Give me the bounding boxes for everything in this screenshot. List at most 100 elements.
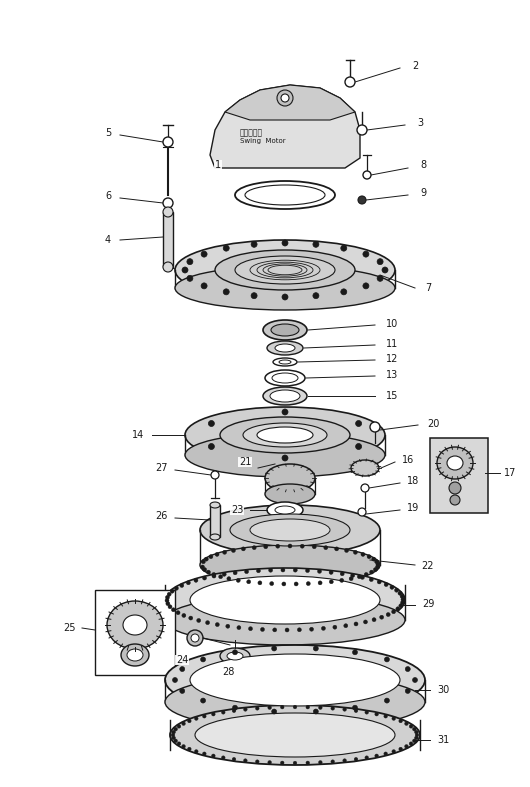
Ellipse shape (190, 654, 400, 706)
Circle shape (404, 722, 408, 726)
Ellipse shape (437, 447, 473, 479)
Ellipse shape (265, 464, 315, 492)
Circle shape (212, 572, 216, 577)
Text: 16: 16 (402, 455, 414, 465)
Bar (163, 212, 173, 267)
Circle shape (182, 722, 186, 726)
Circle shape (272, 709, 277, 714)
Text: 13: 13 (386, 370, 398, 380)
Circle shape (321, 626, 325, 630)
Circle shape (227, 577, 231, 581)
Circle shape (372, 557, 376, 561)
Circle shape (450, 495, 460, 505)
Circle shape (376, 565, 379, 569)
Circle shape (375, 560, 378, 563)
Text: 4: 4 (105, 235, 111, 245)
Circle shape (280, 705, 284, 709)
Circle shape (333, 625, 337, 629)
Circle shape (301, 544, 304, 549)
Circle shape (269, 568, 272, 572)
Text: 2: 2 (412, 61, 418, 71)
Circle shape (405, 667, 410, 671)
Circle shape (219, 575, 223, 578)
Circle shape (340, 572, 344, 576)
Text: 9: 9 (420, 188, 426, 198)
Ellipse shape (245, 185, 325, 205)
Circle shape (233, 705, 237, 710)
Circle shape (195, 717, 198, 720)
Ellipse shape (220, 417, 350, 453)
Circle shape (364, 620, 367, 624)
Circle shape (412, 678, 418, 682)
Circle shape (341, 289, 347, 295)
Circle shape (180, 583, 184, 587)
Circle shape (187, 259, 193, 264)
Circle shape (343, 759, 347, 763)
Ellipse shape (227, 652, 243, 660)
Ellipse shape (250, 519, 330, 541)
Circle shape (222, 572, 226, 576)
Text: 5: 5 (105, 128, 111, 138)
Circle shape (343, 708, 347, 711)
Circle shape (200, 698, 206, 703)
Ellipse shape (123, 615, 147, 635)
Text: 28: 28 (222, 667, 234, 677)
Text: 1: 1 (215, 160, 221, 170)
Circle shape (187, 581, 190, 585)
Circle shape (249, 626, 252, 630)
Circle shape (258, 581, 262, 585)
Circle shape (171, 733, 175, 737)
Circle shape (399, 604, 403, 608)
Circle shape (392, 717, 395, 720)
Text: 19: 19 (407, 503, 419, 513)
Circle shape (163, 207, 173, 217)
Circle shape (409, 725, 413, 728)
Circle shape (215, 552, 219, 556)
Circle shape (400, 594, 404, 598)
Circle shape (174, 739, 178, 743)
Ellipse shape (275, 506, 295, 514)
Ellipse shape (263, 387, 307, 405)
Circle shape (363, 283, 369, 289)
Circle shape (334, 547, 339, 551)
Circle shape (200, 565, 205, 569)
Circle shape (360, 575, 365, 579)
Circle shape (345, 77, 355, 87)
Ellipse shape (121, 644, 149, 666)
Ellipse shape (210, 534, 220, 540)
Ellipse shape (190, 576, 380, 624)
Text: 24: 24 (176, 655, 188, 665)
Circle shape (208, 420, 215, 427)
Circle shape (182, 267, 188, 273)
Circle shape (384, 698, 390, 703)
Circle shape (367, 555, 371, 559)
Text: 23: 23 (231, 505, 243, 515)
Ellipse shape (243, 423, 327, 447)
Circle shape (351, 574, 355, 578)
Circle shape (313, 293, 319, 299)
Text: 旋回モータ: 旋回モータ (240, 128, 263, 137)
Circle shape (282, 409, 288, 415)
Circle shape (376, 563, 380, 567)
Circle shape (191, 634, 199, 642)
Circle shape (282, 294, 288, 300)
Circle shape (372, 618, 376, 622)
Circle shape (215, 623, 219, 626)
Circle shape (194, 578, 198, 582)
Text: 11: 11 (386, 339, 398, 349)
Ellipse shape (165, 595, 405, 645)
Circle shape (293, 705, 297, 709)
Circle shape (384, 582, 388, 586)
Circle shape (282, 582, 286, 586)
Circle shape (412, 727, 416, 731)
Circle shape (232, 709, 236, 712)
Text: 30: 30 (437, 685, 449, 695)
Circle shape (174, 727, 178, 731)
Ellipse shape (175, 240, 395, 300)
Text: 27: 27 (155, 463, 167, 473)
Circle shape (188, 747, 191, 751)
Circle shape (341, 246, 347, 251)
Circle shape (209, 555, 213, 559)
Text: 26: 26 (155, 511, 167, 521)
Circle shape (349, 577, 353, 581)
